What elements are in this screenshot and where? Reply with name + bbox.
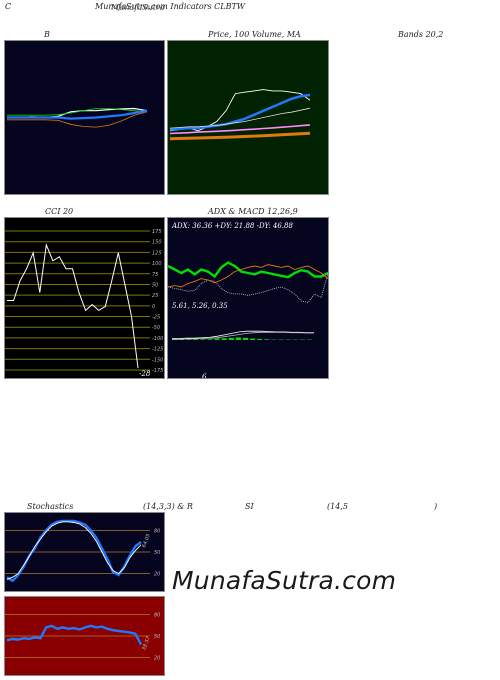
- macd-line: [172, 330, 314, 339]
- stochastics-tick-label: 80: [154, 528, 160, 534]
- si-label: SI: [245, 502, 254, 511]
- chart-title: MunafaSutra.com Indicators CLBTW: [95, 2, 246, 11]
- adx-line: [168, 261, 328, 279]
- stoch-params-label: (14,3,3) & R: [143, 502, 193, 511]
- macd-histogram-bar: [243, 337, 248, 340]
- macd-side-label: 6: [202, 373, 207, 378]
- rsi-panel: 80 50 20 38.57: [4, 596, 165, 676]
- rsi-tick-label: 80: [154, 612, 160, 618]
- cci-tick-label: 100: [152, 261, 162, 267]
- macd-histogram-bar: [221, 338, 227, 340]
- bollinger-chart: [7, 107, 148, 128]
- price-line: [169, 89, 311, 132]
- cci-tick-label: 75: [152, 272, 158, 278]
- rsi-tick-label: 20: [154, 656, 160, 662]
- rsi-line: [6, 624, 143, 646]
- stochastics-label: Stochastics: [27, 502, 74, 511]
- rsi-params-label: (14,5: [327, 502, 348, 511]
- cci-tick-label: 25: [152, 293, 158, 299]
- plus-dy-line: [168, 272, 328, 303]
- macd-readout: 5.61, 5.26, 0.35: [172, 302, 228, 310]
- header-left-letter: C: [5, 2, 12, 11]
- cci-last-value: -28: [139, 370, 151, 378]
- macd-histogram-bar: [214, 338, 220, 340]
- stochastics-d-line: [6, 521, 142, 580]
- bollinger-lower-band: [7, 111, 148, 128]
- cci-tick-label: -125: [152, 347, 163, 353]
- cci-tick-label: 150: [152, 240, 162, 246]
- price-chart: [169, 89, 311, 141]
- macd-histogram-bar: [200, 339, 206, 340]
- cci-tick-label: 50: [152, 282, 158, 288]
- adx-macd-label: ADX & MACD 12,26,9: [208, 207, 298, 216]
- macd-histogram-bar: [250, 338, 256, 340]
- b-label: B: [44, 30, 50, 39]
- price-label: Price, 100 Volume, MA: [208, 30, 301, 39]
- stochastics-panel: 80 50 20 64.05: [4, 512, 165, 592]
- watermark: MunafaSutra.com: [172, 566, 397, 595]
- adx-readout: ADX: 36.36 +DY: 21.88 -DY: 46.88: [171, 222, 293, 230]
- cci-tick-label: -175: [152, 368, 163, 374]
- ma-medium-line: [169, 107, 311, 129]
- cci-tick-label: -150: [152, 357, 163, 363]
- adx-panel: ADX: 36.36 +DY: 21.88 -DY: 46.88 5.61, 5.…: [167, 217, 329, 379]
- cci-chart: 175 150 125 100 75 50 25 0 -25 -50 -100 -125 -150 -17…: [5, 229, 163, 378]
- cci-tick-label: 175: [152, 229, 162, 235]
- minus-dy-line: [168, 264, 328, 288]
- cci-line: [7, 243, 139, 369]
- bands-label: Bands 20,2: [398, 30, 444, 39]
- macd-histogram-bar: [257, 338, 263, 340]
- ma-long-line: [169, 124, 311, 135]
- stochastics-tick-label: 50: [154, 550, 160, 556]
- cci-tick-label: -25: [152, 315, 160, 321]
- stochastics-last-value: 64.05: [141, 533, 152, 549]
- cci-tick-label: -50: [152, 325, 160, 331]
- ma-longest-line: [169, 131, 311, 141]
- macd-histogram-bar: [179, 339, 185, 340]
- cci-tick-label: 0: [152, 304, 155, 310]
- bollinger-panel: [4, 40, 165, 195]
- cci-tick-label: -100: [152, 336, 163, 342]
- cci-panel: 175 150 125 100 75 50 25 0 -25 -50 -100 -125 -150 -17…: [4, 217, 165, 379]
- bollinger-middle-band: [7, 109, 148, 120]
- macd-histogram-bar: [193, 339, 199, 340]
- macd-histogram-bar: [228, 337, 234, 340]
- macd-histogram-bar: [207, 339, 213, 340]
- rsi-tick-label: 50: [154, 634, 160, 640]
- macd-histogram-bar: [264, 339, 270, 340]
- stochastics-tick-label: 20: [154, 572, 160, 578]
- ma-short-line: [169, 93, 311, 131]
- price-panel: [167, 40, 329, 195]
- adx-chart: ADX: 36.36 +DY: 21.88 -DY: 46.88 5.61, 5.…: [168, 222, 328, 378]
- macd-histogram-bar: [235, 337, 241, 340]
- macd-signal-line: [172, 331, 314, 340]
- macd-histogram-bar: [186, 339, 192, 340]
- chart-title-overlay: MunafaSutra: [111, 3, 165, 12]
- cci-label: CCI 20: [45, 207, 74, 216]
- rsi-last-value: 38.57: [141, 635, 152, 651]
- rsi-close-label: ): [434, 502, 438, 511]
- bollinger-upper-band: [7, 108, 148, 116]
- cci-tick-label: 125: [152, 250, 162, 256]
- stochastics-chart: 80 50 20 64.05: [5, 519, 160, 583]
